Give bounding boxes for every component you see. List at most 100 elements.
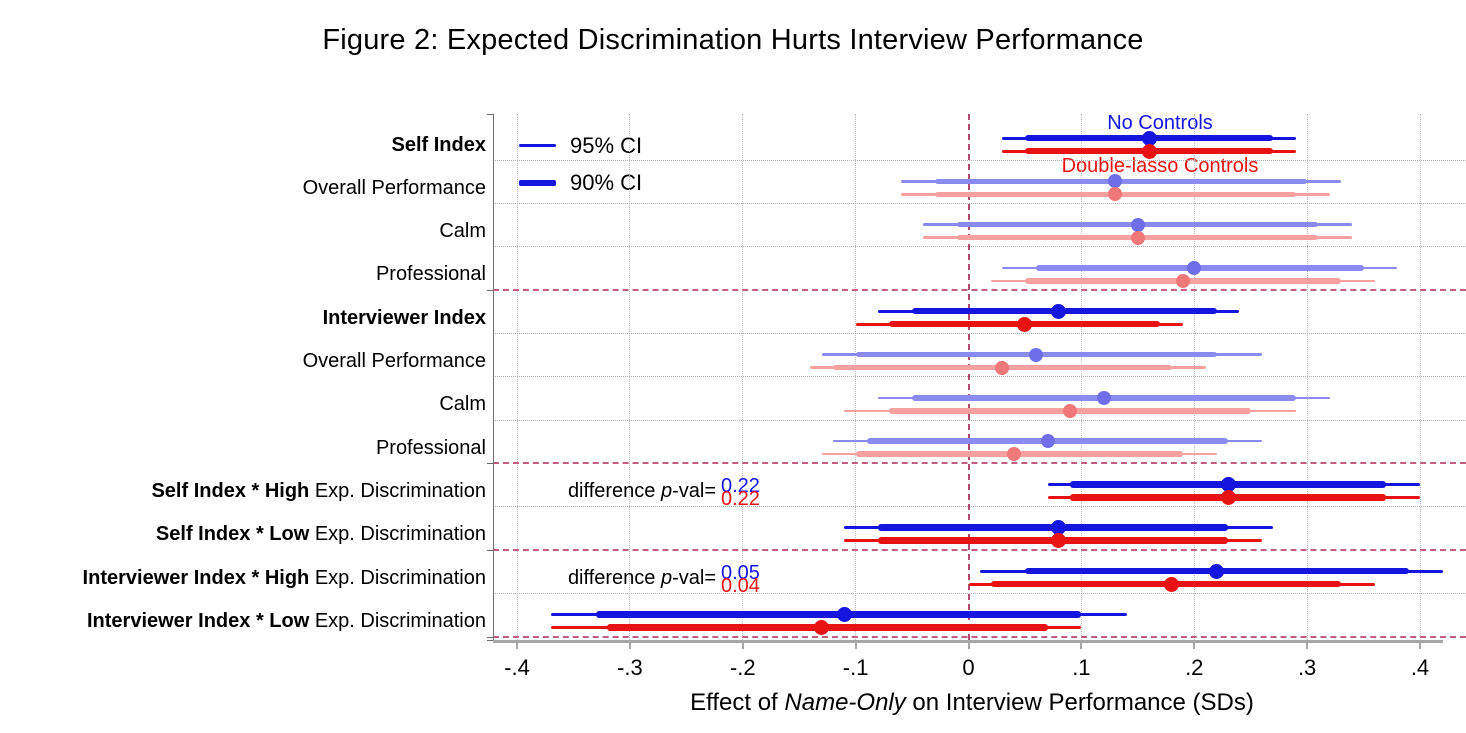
y-axis-tick-2	[487, 463, 493, 464]
x-tick-label-7: .3	[1297, 655, 1317, 680]
row-separator-5	[493, 376, 1466, 378]
row-label-regular-2: Calm	[439, 220, 486, 243]
x-axis-line	[493, 640, 1443, 643]
pval-annotation-label-10: difference p-val=	[567, 566, 716, 589]
row-label-bold-11: Interviewer Index * Low	[86, 609, 310, 632]
point-red-6	[1063, 403, 1078, 418]
y-axis-line	[493, 114, 494, 640]
figure-title: Figure 2: Expected Discrimination Hurts …	[322, 24, 1144, 56]
row-label-regular-10: Exp. Discrimination	[309, 566, 486, 589]
row-label-regular-11: Exp. Discrimination	[309, 609, 486, 632]
row-label-11: Interviewer Index * Low Exp. Discriminat…	[0, 608, 486, 634]
pval-annotation-label-8: difference p-val=	[567, 479, 716, 502]
row-label-regular-7: Professional	[375, 436, 486, 459]
x-tick-label-2: -.2	[729, 655, 756, 680]
row-label-5: Overall Performance	[0, 348, 486, 374]
x-axis-title: Effect of Name-Only on Interview Perform…	[690, 689, 1254, 716]
point-red-3	[1175, 273, 1190, 288]
legend-95ci-label: 95% CI	[570, 133, 643, 158]
point-blue-1	[1108, 174, 1123, 189]
row-label-bold-4: Interviewer Index	[322, 306, 486, 329]
x-tick-.4	[1419, 640, 1421, 649]
x-tick--.3	[628, 640, 631, 649]
point-blue-2	[1130, 217, 1145, 232]
legend-90ci-label: 90% CI	[570, 170, 643, 195]
x-tick-label-0: -.4	[504, 655, 530, 680]
group-separator-7	[493, 462, 1466, 465]
row-label-bold-9: Self Index * Low	[155, 523, 310, 546]
point-red-8	[1220, 489, 1236, 505]
pval-value-red-8: 0.22	[721, 488, 760, 511]
point-red-11	[814, 619, 830, 635]
x-tick-0	[967, 640, 970, 649]
point-blue-10	[1209, 563, 1225, 579]
x-tick-label-6: .2	[1185, 655, 1204, 680]
pval-value-blue-10: 0.05	[721, 562, 760, 584]
point-red-4	[1017, 316, 1033, 332]
y-axis-tick-5	[487, 640, 493, 641]
point-blue-5	[1029, 347, 1044, 362]
x-tick-.1	[1080, 640, 1083, 649]
y-axis-tick-4	[487, 637, 493, 638]
point-red-7	[1006, 447, 1021, 462]
point-red-9	[1051, 533, 1067, 549]
point-red-5	[995, 360, 1010, 375]
point-red-0	[1141, 143, 1157, 159]
point-red-10	[1164, 576, 1180, 592]
x-tick-label-5: .1	[1072, 655, 1091, 680]
group-separator-3	[493, 289, 1466, 292]
point-blue-6	[1096, 390, 1111, 405]
point-blue-3	[1187, 260, 1202, 275]
point-blue-7	[1040, 434, 1055, 449]
pval-value-red-10: 0.04	[721, 575, 760, 597]
y-axis-tick-0	[487, 114, 493, 115]
zero-line	[967, 114, 970, 640]
row-label-4: Interviewer Index	[0, 305, 486, 331]
row-label-bold-10: Interviewer Index * High	[82, 566, 310, 589]
row-label-regular-5: Overall Performance	[302, 350, 486, 372]
y-axis-tick-1	[487, 290, 493, 291]
point-blue-11	[836, 606, 852, 622]
point-blue-4	[1051, 303, 1067, 319]
row-label-0: Self Index	[0, 132, 486, 158]
x-tick--.1	[854, 640, 857, 649]
x-tick-.2	[1193, 640, 1196, 649]
x-tick-.3	[1306, 640, 1309, 649]
x-tick-label-3: -.1	[842, 655, 869, 680]
row-label-regular-6: Calm	[439, 393, 486, 416]
row-separator-8	[493, 506, 1466, 508]
row-separator-1	[493, 203, 1466, 205]
legend-90ci-line-sample	[519, 180, 556, 186]
point-blue-0	[1141, 130, 1157, 146]
row-label-8: Self Index * High Exp. Discrimination	[0, 478, 486, 504]
row-label-regular-8: Exp. Discrimination	[309, 479, 486, 502]
row-label-2: Calm	[0, 218, 486, 244]
series-label-no-controls: No Controls	[1107, 112, 1213, 134]
row-separator-2	[493, 246, 1466, 248]
row-label-regular-1: Overall Performance	[302, 176, 486, 199]
legend-95ci-line-sample	[519, 144, 556, 147]
row-label-regular-3: Professional	[375, 263, 486, 286]
row-label-bold-8: Self Index * High	[151, 479, 310, 502]
row-label-regular-9: Exp. Discrimination	[309, 523, 486, 546]
series-label-double-lasso-controls: Double-lasso Controls	[1061, 155, 1259, 177]
row-separator-0	[493, 159, 1466, 161]
x-tick--.2	[741, 640, 744, 649]
x-tick-label-1: -.3	[617, 655, 643, 680]
group-separator-11	[493, 635, 1466, 638]
point-blue-8	[1220, 476, 1236, 492]
x-tick--.4	[516, 640, 518, 649]
point-blue-9	[1051, 520, 1067, 536]
row-label-bold-0: Self Index	[391, 133, 486, 156]
row-label-9: Self Index * Low Exp. Discrimination	[0, 521, 486, 547]
pval-value-blue-8: 0.22	[721, 475, 760, 498]
x-tick-label-4: 0	[962, 655, 975, 680]
row-label-7: Professional	[0, 435, 486, 461]
row-separator-6	[493, 419, 1466, 421]
x-tick-label-8: .4	[1410, 655, 1430, 680]
point-red-1	[1108, 187, 1123, 202]
row-label-6: Calm	[0, 391, 486, 417]
point-red-2	[1130, 230, 1145, 245]
row-label-3: Professional	[0, 261, 486, 287]
